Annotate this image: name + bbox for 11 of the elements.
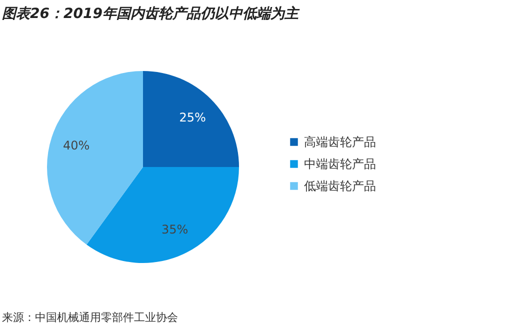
source-note: 来源：中国机械通用零部件工业协会 xyxy=(2,311,178,324)
data-label: 35% xyxy=(161,222,188,236)
pie-slice xyxy=(47,71,143,245)
data-label: 40% xyxy=(63,138,90,152)
legend-label: 高端齿轮产品 xyxy=(304,135,376,149)
legend-label: 中端齿轮产品 xyxy=(304,157,376,171)
pie-slice xyxy=(86,167,239,263)
legend-label: 低端齿轮产品 xyxy=(304,179,376,193)
pie-slice xyxy=(143,71,239,167)
chart-title: 图表26：2019年国内齿轮产品仍以中低端为主 xyxy=(2,5,300,22)
data-label: 25% xyxy=(179,110,206,124)
